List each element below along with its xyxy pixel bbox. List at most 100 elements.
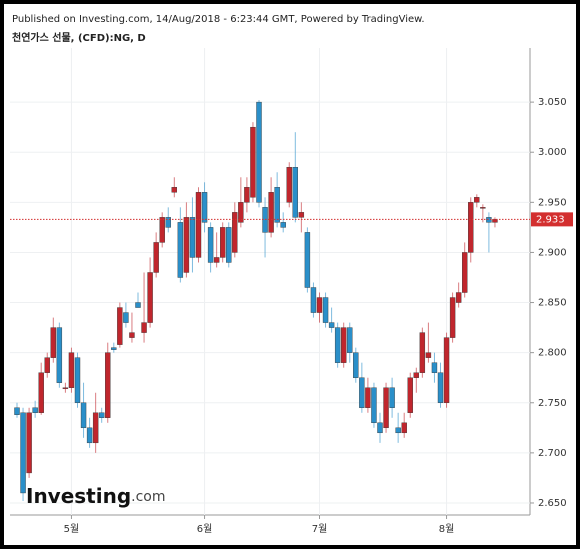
y-tick-label: 2.800 xyxy=(538,348,567,359)
candle-body xyxy=(44,357,50,373)
candle-body xyxy=(68,352,75,388)
candle-body xyxy=(207,227,214,263)
candle-body xyxy=(492,219,498,223)
candle-body xyxy=(449,297,456,338)
candle-body xyxy=(171,187,178,193)
candle-body xyxy=(183,217,190,273)
candle-body xyxy=(462,252,468,293)
candle-body xyxy=(298,212,305,218)
candle-body xyxy=(401,422,407,434)
x-tick-label: 8월 xyxy=(439,523,455,535)
candle-body xyxy=(365,387,371,408)
candle-body xyxy=(437,372,444,403)
x-tick-label: 7월 xyxy=(312,523,328,535)
y-tick-label: 2.650 xyxy=(538,498,567,509)
candle-body xyxy=(92,412,99,444)
candle-body xyxy=(443,337,450,403)
candle-body xyxy=(201,192,208,223)
candle-body xyxy=(117,307,123,345)
candle-body xyxy=(371,387,377,424)
candle-body xyxy=(353,352,359,378)
candle-body xyxy=(105,352,111,418)
candle-body xyxy=(292,167,298,218)
candle-body xyxy=(213,257,220,263)
candle-body xyxy=(431,362,438,373)
candle-body xyxy=(377,422,383,434)
candle-body xyxy=(238,202,244,223)
candle-body xyxy=(419,332,426,373)
candle-body xyxy=(153,242,159,273)
candle-body xyxy=(383,387,389,429)
candle-body xyxy=(347,327,353,353)
candle-body xyxy=(80,402,87,429)
candle-body xyxy=(334,327,341,363)
candle-body xyxy=(135,302,141,308)
candle-body xyxy=(455,292,462,303)
candle-body xyxy=(407,377,413,413)
x-tick-label: 6월 xyxy=(197,523,213,535)
last-price-box xyxy=(531,212,573,227)
y-tick-label: 2.900 xyxy=(538,247,567,258)
watermark-brand-text: Investing xyxy=(26,484,131,508)
candle-body xyxy=(177,222,184,278)
candle-body xyxy=(56,327,63,383)
candle-body xyxy=(286,167,292,203)
candle-body xyxy=(413,372,419,378)
x-tick-label: 5월 xyxy=(64,523,80,535)
candle-body xyxy=(129,332,135,338)
watermark-brand: Investing.com xyxy=(26,484,166,508)
chart-title: 천연가스 선물, (CFD):NG, D xyxy=(12,31,146,44)
candle-body xyxy=(38,372,44,413)
candle-body xyxy=(262,207,268,233)
candle-body xyxy=(474,197,480,203)
candle-body xyxy=(480,207,486,209)
candle-body xyxy=(425,352,432,358)
watermark-suffix: .com xyxy=(131,489,165,505)
candle-body xyxy=(232,212,238,253)
candle-body xyxy=(147,272,153,323)
candle-body xyxy=(165,217,171,228)
candle-body xyxy=(304,232,311,288)
published-note: Published on Investing.com, 14/Aug/2018 … xyxy=(12,14,425,25)
candle-body xyxy=(268,192,274,233)
candle-body xyxy=(280,222,286,228)
candle-body xyxy=(486,217,492,223)
candle-body xyxy=(195,192,202,258)
candle-body xyxy=(32,407,38,413)
candle-body xyxy=(250,126,256,198)
y-tick-label: 3.050 xyxy=(538,97,567,108)
last-price-label: 2.933 xyxy=(536,214,565,225)
candle-body xyxy=(341,327,347,363)
candle-body xyxy=(226,227,232,263)
candle-body xyxy=(50,327,56,358)
candle-body xyxy=(98,412,105,418)
candle-body xyxy=(123,312,129,323)
candle-body xyxy=(189,217,196,258)
candle-body xyxy=(310,287,317,313)
candle-body xyxy=(26,412,32,474)
candle-body xyxy=(468,202,474,253)
candle-body xyxy=(274,187,280,223)
y-tick-label: 2.850 xyxy=(538,298,567,309)
candle-body xyxy=(86,427,93,444)
y-tick-label: 2.700 xyxy=(538,448,567,459)
candle-body xyxy=(389,387,395,408)
candle-body xyxy=(111,347,117,350)
candle-body xyxy=(62,387,69,389)
candle-body xyxy=(219,227,226,258)
candle-body xyxy=(322,297,329,323)
candle-body xyxy=(244,187,250,203)
candle-body xyxy=(14,407,20,415)
candle-body xyxy=(74,357,81,403)
candle-body xyxy=(256,101,262,203)
y-tick-label: 2.950 xyxy=(538,197,567,208)
candle-body xyxy=(316,297,323,313)
candle-body xyxy=(20,412,26,494)
y-tick-label: 2.750 xyxy=(538,398,567,409)
candle-body xyxy=(141,322,147,333)
candle-body xyxy=(328,322,335,328)
candle-body xyxy=(395,427,401,434)
y-tick-label: 3.000 xyxy=(538,147,567,158)
